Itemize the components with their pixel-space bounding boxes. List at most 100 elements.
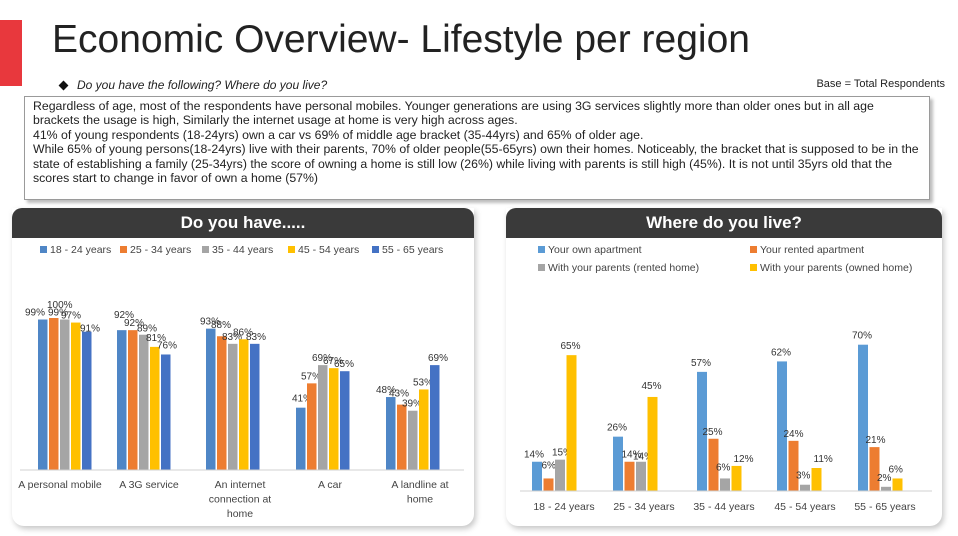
data-label: 24% xyxy=(784,429,804,440)
legend-swatch xyxy=(750,246,757,253)
data-label: 83% xyxy=(222,332,242,343)
category-label: 55 - 65 years xyxy=(854,501,915,513)
bar xyxy=(139,334,149,470)
category-label: 45 - 54 years xyxy=(774,501,835,513)
bar xyxy=(430,365,440,470)
data-label: 57% xyxy=(691,358,711,369)
bar xyxy=(543,478,554,491)
legend-swatch xyxy=(120,246,127,253)
have-chart: 18 - 24 years 25 - 34 years 35 - 44 years 4… xyxy=(18,244,464,520)
legend-label: 18 - 24 years xyxy=(50,244,111,256)
bar xyxy=(150,346,160,470)
data-label: 69% xyxy=(428,353,448,364)
bar xyxy=(386,397,396,470)
bar xyxy=(800,484,810,491)
bar xyxy=(613,436,623,491)
bar xyxy=(329,368,339,470)
bar xyxy=(60,319,70,470)
diamond-bullet-icon xyxy=(58,80,69,90)
legend-swatch xyxy=(288,246,295,253)
category-label: 25 - 34 years xyxy=(613,501,674,513)
data-label: 41% xyxy=(292,394,312,405)
data-label: 21% xyxy=(866,435,886,446)
category-label: A 3G service xyxy=(119,479,179,491)
data-label: 57% xyxy=(301,371,321,382)
data-label: 67% xyxy=(323,356,343,367)
bar xyxy=(318,365,328,470)
bar xyxy=(647,396,658,491)
bar xyxy=(697,371,707,491)
category-label: 35 - 44 years xyxy=(693,501,754,513)
data-label: 53% xyxy=(413,377,433,388)
data-label: 76% xyxy=(157,340,177,351)
data-label: 14% xyxy=(524,450,544,461)
bar xyxy=(708,438,719,491)
bar xyxy=(777,361,787,491)
legend-label: With your parents (rented home) xyxy=(548,262,699,274)
data-label: 6% xyxy=(542,460,557,471)
bar xyxy=(731,465,742,491)
data-label: 88% xyxy=(211,320,231,331)
category-label: home xyxy=(227,508,253,520)
data-label: 91% xyxy=(80,324,100,335)
category-label: A landline at xyxy=(391,479,448,491)
bar xyxy=(408,410,418,470)
data-label: 6% xyxy=(716,462,731,473)
bar xyxy=(239,339,249,470)
base-note: Base = Total Respondents xyxy=(816,78,945,90)
data-label: 65% xyxy=(561,341,581,352)
bar xyxy=(250,343,260,470)
data-label: 14% xyxy=(622,450,642,461)
data-label: 86% xyxy=(233,327,253,338)
bar xyxy=(217,336,227,470)
data-label: 65% xyxy=(334,359,354,370)
legend-label: With your parents (owned home) xyxy=(760,262,912,274)
bar xyxy=(566,355,577,491)
bar xyxy=(532,461,542,491)
legend-swatch xyxy=(202,246,209,253)
data-label: 48% xyxy=(376,385,396,396)
have-chart-title: Do you have..... xyxy=(12,208,474,238)
bar xyxy=(307,383,317,470)
legend-label: 35 - 44 years xyxy=(212,244,273,256)
legend-swatch xyxy=(40,246,47,253)
category-label: An internet xyxy=(215,479,266,491)
data-label: 3% xyxy=(796,471,811,482)
data-label: 39% xyxy=(402,399,422,410)
data-label: 14% xyxy=(633,452,653,463)
live-chart: Your own apartment Your rented apartment W… xyxy=(520,244,932,513)
bar xyxy=(419,389,429,470)
data-label: 70% xyxy=(852,331,872,342)
bar xyxy=(811,468,822,491)
data-label: 12% xyxy=(734,454,754,465)
bar xyxy=(624,461,635,491)
data-label: 99% xyxy=(25,308,45,319)
legend-swatch xyxy=(538,264,545,271)
data-label: 6% xyxy=(889,464,904,475)
bar xyxy=(296,407,306,470)
data-label: 25% xyxy=(703,427,723,438)
question-row: Do you have the following? Where do you … xyxy=(58,78,328,92)
legend-swatch xyxy=(750,264,757,271)
data-label: 89% xyxy=(137,324,157,335)
bar xyxy=(49,318,59,470)
summary-box: Regardless of age, most of the responden… xyxy=(24,96,930,200)
legend-label: 45 - 54 years xyxy=(298,244,359,256)
legend-label: Your own apartment xyxy=(548,244,642,256)
summary-paragraph: 41% of young respondents (18-24yrs) own … xyxy=(33,127,644,142)
legend-swatch xyxy=(538,246,545,253)
category-label: connection at xyxy=(209,494,272,506)
have-chart-panel: 18 - 24 years 25 - 34 years 35 - 44 years 4… xyxy=(12,208,474,526)
data-label: 43% xyxy=(389,389,409,400)
live-chart-panel: Your own apartment Your rented apartment W… xyxy=(506,208,942,526)
data-label: 62% xyxy=(771,347,791,358)
bar xyxy=(228,343,238,470)
data-label: 26% xyxy=(607,423,627,434)
question-text: Do you have the following? Where do you … xyxy=(77,78,328,92)
bar xyxy=(892,478,903,491)
bar xyxy=(82,331,92,470)
data-label: 83% xyxy=(246,332,266,343)
category-label: A personal mobile xyxy=(18,479,102,491)
bar xyxy=(397,404,407,470)
bar xyxy=(858,344,868,491)
